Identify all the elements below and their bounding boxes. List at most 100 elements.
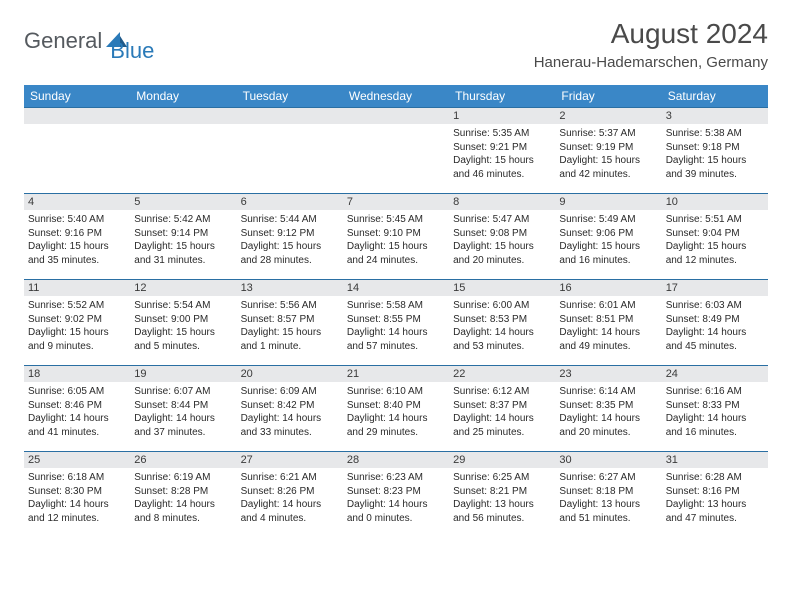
weekday-header: Friday bbox=[555, 85, 661, 108]
daylight-text: Daylight: 14 hours and 25 minutes. bbox=[453, 412, 551, 439]
day-number: 29 bbox=[449, 452, 555, 468]
calendar-day-cell: 27Sunrise: 6:21 AMSunset: 8:26 PMDayligh… bbox=[237, 452, 343, 538]
day-details: Sunrise: 5:47 AMSunset: 9:08 PMDaylight:… bbox=[449, 210, 555, 270]
calendar-day-cell: 13Sunrise: 5:56 AMSunset: 8:57 PMDayligh… bbox=[237, 280, 343, 366]
day-details: Sunrise: 6:03 AMSunset: 8:49 PMDaylight:… bbox=[662, 296, 768, 356]
sunset-text: Sunset: 8:18 PM bbox=[559, 485, 657, 499]
day-details: Sunrise: 5:49 AMSunset: 9:06 PMDaylight:… bbox=[555, 210, 661, 270]
calendar-day-cell: 4 Sunrise: 5:40 AMSunset: 9:16 PMDaylight… bbox=[24, 194, 130, 280]
calendar-day-cell: 11Sunrise: 5:52 AMSunset: 9:02 PMDayligh… bbox=[24, 280, 130, 366]
sunrise-text: Sunrise: 5:56 AM bbox=[241, 299, 339, 313]
day-number: 24 bbox=[662, 366, 768, 382]
sunrise-text: Sunrise: 6:00 AM bbox=[453, 299, 551, 313]
day-details: Sunrise: 6:07 AMSunset: 8:44 PMDaylight:… bbox=[130, 382, 236, 442]
day-details: Sunrise: 5:58 AMSunset: 8:55 PMDaylight:… bbox=[343, 296, 449, 356]
sunset-text: Sunset: 8:57 PM bbox=[241, 313, 339, 327]
day-details: Sunrise: 6:09 AMSunset: 8:42 PMDaylight:… bbox=[237, 382, 343, 442]
day-details: Sunrise: 6:00 AMSunset: 8:53 PMDaylight:… bbox=[449, 296, 555, 356]
day-number: 12 bbox=[130, 280, 236, 296]
calendar-day-cell: 19Sunrise: 6:07 AMSunset: 8:44 PMDayligh… bbox=[130, 366, 236, 452]
day-number: 26 bbox=[130, 452, 236, 468]
day-number: 20 bbox=[237, 366, 343, 382]
day-number: 31 bbox=[662, 452, 768, 468]
day-details: Sunrise: 5:44 AMSunset: 9:12 PMDaylight:… bbox=[237, 210, 343, 270]
day-number: 6 bbox=[237, 194, 343, 210]
day-number: 28 bbox=[343, 452, 449, 468]
daylight-text: Daylight: 15 hours and 42 minutes. bbox=[559, 154, 657, 181]
day-details: Sunrise: 5:37 AMSunset: 9:19 PMDaylight:… bbox=[555, 124, 661, 184]
calendar-day-cell: 23Sunrise: 6:14 AMSunset: 8:35 PMDayligh… bbox=[555, 366, 661, 452]
day-number: 14 bbox=[343, 280, 449, 296]
day-number: 25 bbox=[24, 452, 130, 468]
daylight-text: Daylight: 15 hours and 39 minutes. bbox=[666, 154, 764, 181]
logo: General Blue bbox=[24, 18, 154, 64]
sunrise-text: Sunrise: 6:21 AM bbox=[241, 471, 339, 485]
sunrise-text: Sunrise: 5:47 AM bbox=[453, 213, 551, 227]
daylight-text: Daylight: 14 hours and 0 minutes. bbox=[347, 498, 445, 525]
day-details: Sunrise: 6:14 AMSunset: 8:35 PMDaylight:… bbox=[555, 382, 661, 442]
sunrise-text: Sunrise: 5:52 AM bbox=[28, 299, 126, 313]
sunset-text: Sunset: 9:16 PM bbox=[28, 227, 126, 241]
day-number: 8 bbox=[449, 194, 555, 210]
daylight-text: Daylight: 15 hours and 31 minutes. bbox=[134, 240, 232, 267]
daylight-text: Daylight: 15 hours and 5 minutes. bbox=[134, 326, 232, 353]
sunrise-text: Sunrise: 5:35 AM bbox=[453, 127, 551, 141]
daylight-text: Daylight: 14 hours and 12 minutes. bbox=[28, 498, 126, 525]
daylight-text: Daylight: 15 hours and 1 minute. bbox=[241, 326, 339, 353]
day-details: Sunrise: 5:42 AMSunset: 9:14 PMDaylight:… bbox=[130, 210, 236, 270]
sunrise-text: Sunrise: 6:05 AM bbox=[28, 385, 126, 399]
sunset-text: Sunset: 8:28 PM bbox=[134, 485, 232, 499]
sunrise-text: Sunrise: 6:10 AM bbox=[347, 385, 445, 399]
sunrise-text: Sunrise: 6:18 AM bbox=[28, 471, 126, 485]
day-details: Sunrise: 6:27 AMSunset: 8:18 PMDaylight:… bbox=[555, 468, 661, 528]
calendar-day-cell: 21Sunrise: 6:10 AMSunset: 8:40 PMDayligh… bbox=[343, 366, 449, 452]
sunrise-text: Sunrise: 6:16 AM bbox=[666, 385, 764, 399]
calendar-day-cell: 18Sunrise: 6:05 AMSunset: 8:46 PMDayligh… bbox=[24, 366, 130, 452]
calendar-week-row: 1Sunrise: 5:35 AMSunset: 9:21 PMDaylight… bbox=[24, 108, 768, 194]
day-details: Sunrise: 6:18 AMSunset: 8:30 PMDaylight:… bbox=[24, 468, 130, 528]
day-number: 11 bbox=[24, 280, 130, 296]
day-number: 2 bbox=[555, 108, 661, 124]
sunrise-text: Sunrise: 5:49 AM bbox=[559, 213, 657, 227]
calendar-day-cell bbox=[24, 108, 130, 194]
sunset-text: Sunset: 9:12 PM bbox=[241, 227, 339, 241]
calendar-day-cell: 15Sunrise: 6:00 AMSunset: 8:53 PMDayligh… bbox=[449, 280, 555, 366]
month-title: August 2024 bbox=[534, 18, 768, 50]
day-number: 7 bbox=[343, 194, 449, 210]
sunset-text: Sunset: 8:21 PM bbox=[453, 485, 551, 499]
sunset-text: Sunset: 8:51 PM bbox=[559, 313, 657, 327]
sunset-text: Sunset: 8:46 PM bbox=[28, 399, 126, 413]
weekday-header: Saturday bbox=[662, 85, 768, 108]
sunset-text: Sunset: 8:26 PM bbox=[241, 485, 339, 499]
day-number: 9 bbox=[555, 194, 661, 210]
calendar-day-cell: 22Sunrise: 6:12 AMSunset: 8:37 PMDayligh… bbox=[449, 366, 555, 452]
weekday-header-row: SundayMondayTuesdayWednesdayThursdayFrid… bbox=[24, 85, 768, 108]
sunrise-text: Sunrise: 6:27 AM bbox=[559, 471, 657, 485]
day-details: Sunrise: 6:05 AMSunset: 8:46 PMDaylight:… bbox=[24, 382, 130, 442]
sunrise-text: Sunrise: 6:23 AM bbox=[347, 471, 445, 485]
sunset-text: Sunset: 8:16 PM bbox=[666, 485, 764, 499]
day-details: Sunrise: 6:23 AMSunset: 8:23 PMDaylight:… bbox=[343, 468, 449, 528]
day-number: 21 bbox=[343, 366, 449, 382]
calendar-day-cell: 16Sunrise: 6:01 AMSunset: 8:51 PMDayligh… bbox=[555, 280, 661, 366]
day-number: 10 bbox=[662, 194, 768, 210]
sunset-text: Sunset: 8:42 PM bbox=[241, 399, 339, 413]
day-number: 17 bbox=[662, 280, 768, 296]
sunrise-text: Sunrise: 6:09 AM bbox=[241, 385, 339, 399]
daylight-text: Daylight: 15 hours and 24 minutes. bbox=[347, 240, 445, 267]
daylight-text: Daylight: 15 hours and 20 minutes. bbox=[453, 240, 551, 267]
daylight-text: Daylight: 15 hours and 35 minutes. bbox=[28, 240, 126, 267]
sunset-text: Sunset: 9:08 PM bbox=[453, 227, 551, 241]
day-number: 4 bbox=[24, 194, 130, 210]
daylight-text: Daylight: 15 hours and 28 minutes. bbox=[241, 240, 339, 267]
day-number: 30 bbox=[555, 452, 661, 468]
sunrise-text: Sunrise: 5:40 AM bbox=[28, 213, 126, 227]
calendar-day-cell: 30Sunrise: 6:27 AMSunset: 8:18 PMDayligh… bbox=[555, 452, 661, 538]
calendar-day-cell: 10Sunrise: 5:51 AMSunset: 9:04 PMDayligh… bbox=[662, 194, 768, 280]
sunrise-text: Sunrise: 6:19 AM bbox=[134, 471, 232, 485]
day-number: 16 bbox=[555, 280, 661, 296]
day-details: Sunrise: 6:10 AMSunset: 8:40 PMDaylight:… bbox=[343, 382, 449, 442]
day-details: Sunrise: 5:35 AMSunset: 9:21 PMDaylight:… bbox=[449, 124, 555, 184]
title-block: August 2024 Hanerau-Hademarschen, German… bbox=[534, 18, 768, 71]
sunrise-text: Sunrise: 5:42 AM bbox=[134, 213, 232, 227]
